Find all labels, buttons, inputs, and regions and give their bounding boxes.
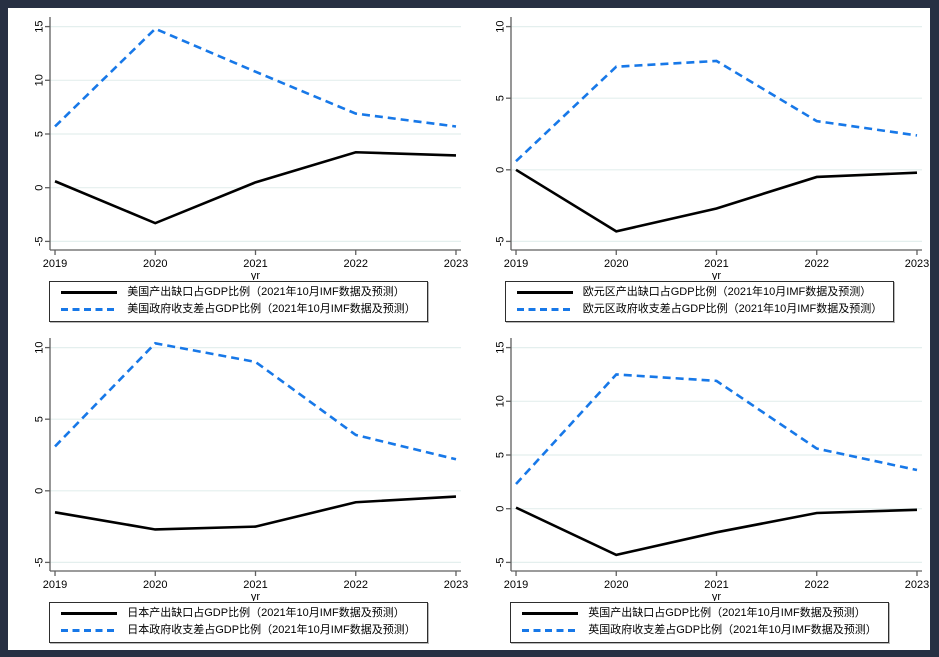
x-tick-label: 2021	[243, 579, 267, 591]
y-tick-label: -5	[495, 237, 507, 247]
x-tick-label: 2023	[905, 579, 929, 591]
line-chart-eurozone: -5 0 5 10 2019 2020 2021 2022 2023 yr	[495, 17, 929, 280]
x-axis-title: yr	[251, 591, 261, 601]
legend-row: 欧元区产出缺口占GDP比例（2021年10月IMF数据及预测）	[516, 286, 882, 300]
legend-label: 美国政府收支差占GDP比例（2021年10月IMF数据及预测）	[127, 302, 416, 315]
x-tick-label: 2021	[243, 258, 267, 270]
legend-row: 英国产出缺口占GDP比例（2021年10月IMF数据及预测）	[522, 607, 876, 621]
legend-row: 美国政府收支差占GDP比例（2021年10月IMF数据及预测）	[61, 302, 416, 317]
x-tick-label: 2019	[504, 579, 528, 591]
y-tick-label: 0	[34, 185, 46, 191]
x-tick-label: 2020	[604, 258, 628, 270]
legend-uk: 英国产出缺口占GDP比例（2021年10月IMF数据及预测） 英国政府收支差占G…	[510, 602, 889, 643]
chart-panel-japan: -5 0 5 10 2019 2020 2021 2022 2023 yr 日本产出缺口占GDP比…	[8, 329, 469, 650]
y-tick-label: 10	[34, 341, 46, 353]
legend-label: 日本产出缺口占GDP比例（2021年10月IMF数据及预测）	[127, 607, 405, 619]
series-line-output-gap	[54, 495, 457, 531]
legend-row: 日本政府收支差占GDP比例（2021年10月IMF数据及预测）	[61, 623, 416, 638]
x-tick-label: 2023	[905, 258, 929, 270]
y-tick-label: 15	[495, 341, 507, 353]
legend-row: 日本产出缺口占GDP比例（2021年10月IMF数据及预测）	[61, 607, 415, 621]
legend-line-dashed	[516, 308, 573, 312]
x-tick-label: 2021	[704, 579, 728, 591]
x-axis-title: yr	[712, 591, 722, 601]
x-tick-label: 2019	[43, 258, 67, 270]
y-tick-label: 15	[34, 20, 46, 32]
x-tick-label: 2019	[504, 258, 528, 270]
x-tick-label: 2022	[805, 579, 829, 591]
line-chart-us: -5 0 5 10 15 2019 2020 2021 2022 2023 yr	[34, 17, 468, 280]
y-tick-label: 10	[34, 74, 46, 86]
y-tick-label: -5	[495, 558, 507, 568]
series-line-balance	[54, 341, 457, 461]
y-tick-label: 0	[495, 506, 507, 512]
legend-us: 美国产出缺口占GDP比例（2021年10月IMF数据及预测） 美国政府收支差占G…	[49, 281, 428, 322]
y-tick-label: 5	[495, 452, 507, 458]
legend-row: 欧元区政府收支差占GDP比例（2021年10月IMF数据及预测）	[516, 302, 883, 317]
x-axis-title: yr	[712, 270, 722, 280]
series-line-balance	[515, 373, 918, 485]
legend-row: 英国政府收支差占GDP比例（2021年10月IMF数据及预测）	[522, 623, 877, 638]
y-tick-label: 5	[495, 95, 507, 101]
legend-row: 美国产出缺口占GDP比例（2021年10月IMF数据及预测）	[61, 286, 415, 300]
y-tick-label: 10	[495, 20, 507, 32]
x-tick-label: 2023	[444, 258, 468, 270]
y-tick-label: 0	[34, 488, 46, 494]
legend-label: 欧元区政府收支差占GDP比例（2021年10月IMF数据及预测）	[582, 302, 883, 315]
series-line-balance	[515, 59, 918, 163]
x-tick-label: 2020	[604, 579, 628, 591]
chart-panel-eurozone: -5 0 5 10 2019 2020 2021 2022 2023 yr 欧元区产出缺口占GDP…	[469, 8, 930, 329]
legend-line-solid	[61, 291, 118, 295]
y-tick-label: 10	[495, 395, 507, 407]
x-axis-title: yr	[251, 270, 261, 280]
series-line-output-gap	[515, 506, 918, 557]
y-tick-label: 5	[34, 416, 46, 422]
x-tick-label: 2019	[43, 579, 67, 591]
y-tick-label: -5	[34, 237, 46, 247]
line-chart-japan: -5 0 5 10 2019 2020 2021 2022 2023 yr	[34, 338, 468, 601]
legend-eurozone: 欧元区产出缺口占GDP比例（2021年10月IMF数据及预测） 欧元区政府收支差…	[504, 281, 895, 322]
series-line-output-gap	[515, 168, 918, 233]
legend-label: 欧元区产出缺口占GDP比例（2021年10月IMF数据及预测）	[582, 286, 872, 298]
series-line-output-gap	[54, 150, 457, 225]
legend-line-dashed	[522, 629, 579, 633]
y-tick-label: 0	[495, 167, 507, 173]
legend-line-solid	[61, 612, 118, 616]
series-line-balance	[54, 27, 457, 128]
legend-label: 英国政府收支差占GDP比例（2021年10月IMF数据及预测）	[588, 623, 877, 636]
legend-line-dashed	[61, 629, 118, 633]
x-tick-label: 2022	[344, 579, 368, 591]
x-tick-label: 2020	[143, 258, 167, 270]
legend-label: 英国产出缺口占GDP比例（2021年10月IMF数据及预测）	[588, 607, 866, 619]
x-tick-label: 2022	[805, 258, 829, 270]
legend-japan: 日本产出缺口占GDP比例（2021年10月IMF数据及预测） 日本政府收支差占G…	[49, 602, 428, 643]
legend-line-dashed	[61, 308, 118, 312]
figure-canvas: -5 0 5 10 15 2019 2020 2021 2022 2023 yr 美国产出缺口占GD…	[8, 8, 930, 650]
line-chart-uk: -5 0 5 10 15 2019 2020 2021 2022 2023 yr	[495, 338, 929, 601]
y-tick-label: -5	[34, 558, 46, 568]
legend-label: 美国产出缺口占GDP比例（2021年10月IMF数据及预测）	[127, 286, 405, 298]
x-tick-label: 2023	[444, 579, 468, 591]
x-tick-label: 2022	[344, 258, 368, 270]
legend-label: 日本政府收支差占GDP比例（2021年10月IMF数据及预测）	[127, 623, 416, 636]
chart-panel-uk: -5 0 5 10 15 2019 2020 2021 2022 2023 yr 英国产出缺口占GD…	[469, 329, 930, 650]
x-tick-label: 2020	[143, 579, 167, 591]
y-tick-label: 5	[34, 131, 46, 137]
legend-line-solid	[516, 291, 573, 295]
x-tick-label: 2021	[704, 258, 728, 270]
legend-line-solid	[522, 612, 579, 616]
chart-panel-us: -5 0 5 10 15 2019 2020 2021 2022 2023 yr 美国产出缺口占GD…	[8, 8, 469, 329]
